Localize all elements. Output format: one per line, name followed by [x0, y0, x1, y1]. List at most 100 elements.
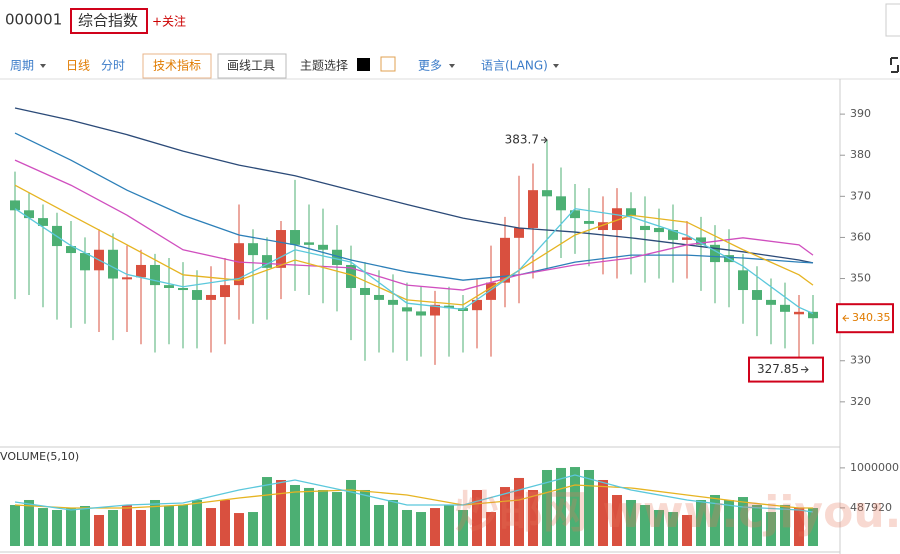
volume-bar — [52, 509, 62, 546]
volume-bar — [346, 479, 356, 546]
volume-bar — [556, 467, 566, 546]
candle-body — [360, 287, 370, 295]
candle-body — [108, 249, 118, 279]
volume-bar — [24, 499, 34, 546]
stock-code: 000001 — [5, 11, 62, 29]
candle-body — [24, 210, 34, 219]
candle-body — [290, 230, 300, 245]
volume-bar — [724, 499, 734, 546]
candle-body — [262, 255, 272, 268]
volume-bar — [808, 508, 818, 546]
volume-bar — [262, 477, 272, 546]
volume-bar — [766, 512, 776, 546]
candle-body — [10, 200, 20, 211]
candle-body — [388, 299, 398, 305]
y-tick-label: 350 — [850, 272, 871, 285]
candle-body — [626, 208, 636, 217]
fullscreen-icon[interactable] — [890, 57, 899, 73]
more-menu[interactable]: 更多 — [418, 59, 442, 73]
volume-bar — [780, 504, 790, 546]
candle-body — [178, 287, 188, 291]
moving-average — [14, 207, 814, 315]
candle-body — [248, 243, 258, 256]
volume-bar — [10, 504, 20, 546]
volume-bar — [710, 494, 720, 546]
theme-light[interactable] — [380, 56, 396, 72]
volume-bar — [682, 514, 692, 546]
volume-bar — [598, 479, 608, 546]
language-menu[interactable]: 语言(LANG) — [481, 59, 548, 73]
volume-bar — [402, 509, 412, 546]
indicator-menu[interactable]: 技术指标 — [153, 58, 201, 73]
candle-body — [206, 294, 216, 300]
candle-body — [556, 196, 566, 211]
candle-body — [542, 190, 552, 197]
period-menu[interactable]: 周期 — [10, 59, 34, 73]
moving-average — [14, 159, 814, 291]
theme-dark[interactable] — [357, 58, 370, 71]
y-tick-label: 1000000 — [850, 461, 899, 474]
y-tick-label: 320 — [850, 395, 871, 408]
volume-bar — [416, 512, 426, 546]
y-tick-label: 370 — [850, 189, 871, 202]
candle-body — [402, 307, 412, 312]
volume-bar — [38, 508, 48, 546]
moving-average — [14, 107, 814, 264]
volume-bar — [122, 504, 132, 546]
name-highlight — [70, 8, 148, 34]
moving-average — [14, 484, 813, 509]
drawing-tools[interactable]: 画线工具 — [227, 59, 275, 73]
volume-bar — [444, 504, 454, 546]
volume-bar — [542, 469, 552, 546]
candle-body — [332, 249, 342, 265]
candle-body — [808, 311, 818, 319]
volume-bar — [486, 512, 496, 546]
volume-bar — [276, 479, 286, 546]
volume-bar — [584, 469, 594, 546]
candle-body — [668, 230, 678, 240]
caret — [449, 64, 455, 68]
last-price-box — [836, 303, 894, 334]
volume-bar — [472, 489, 482, 546]
candle-body — [794, 311, 804, 315]
candle-body — [486, 282, 496, 300]
moving-average — [14, 184, 814, 306]
volume-bar — [178, 504, 188, 546]
volume-bar — [108, 509, 118, 546]
arrow — [801, 366, 809, 373]
daily-tab[interactable]: 日线 — [66, 59, 90, 73]
candle-body — [66, 246, 76, 254]
candle-body — [374, 294, 384, 300]
candle-body — [444, 305, 454, 309]
volume-bar — [206, 508, 216, 546]
candle-body — [38, 218, 48, 226]
high-label: 383.7 — [505, 133, 539, 147]
volume-bar — [752, 504, 762, 546]
candle-body — [276, 230, 286, 268]
volume-bar — [94, 514, 104, 546]
volume-bar — [458, 509, 468, 546]
follow-button[interactable]: +关注 — [152, 14, 186, 29]
volume-bar — [66, 508, 76, 546]
candle-body — [696, 237, 706, 245]
intraday-tab[interactable]: 分时 — [101, 59, 125, 73]
volume-bar — [332, 492, 342, 546]
candle-body — [500, 237, 510, 283]
candle-body — [640, 225, 650, 231]
volume-bar — [220, 499, 230, 546]
candle-body — [192, 290, 202, 300]
candle-body — [584, 220, 594, 224]
watermark: 炒邮网 www.cjiyou.net — [455, 487, 900, 538]
candle-body — [122, 277, 132, 280]
drawing-box — [217, 53, 287, 79]
candle-body — [234, 243, 244, 286]
low-label: 327.85 — [757, 362, 799, 376]
candle-body — [612, 208, 622, 231]
candle-body — [752, 290, 762, 300]
arrow — [541, 136, 548, 144]
caret — [40, 64, 46, 68]
candle-body — [598, 222, 608, 231]
volume-bar — [248, 512, 258, 546]
candle-body — [710, 244, 720, 263]
